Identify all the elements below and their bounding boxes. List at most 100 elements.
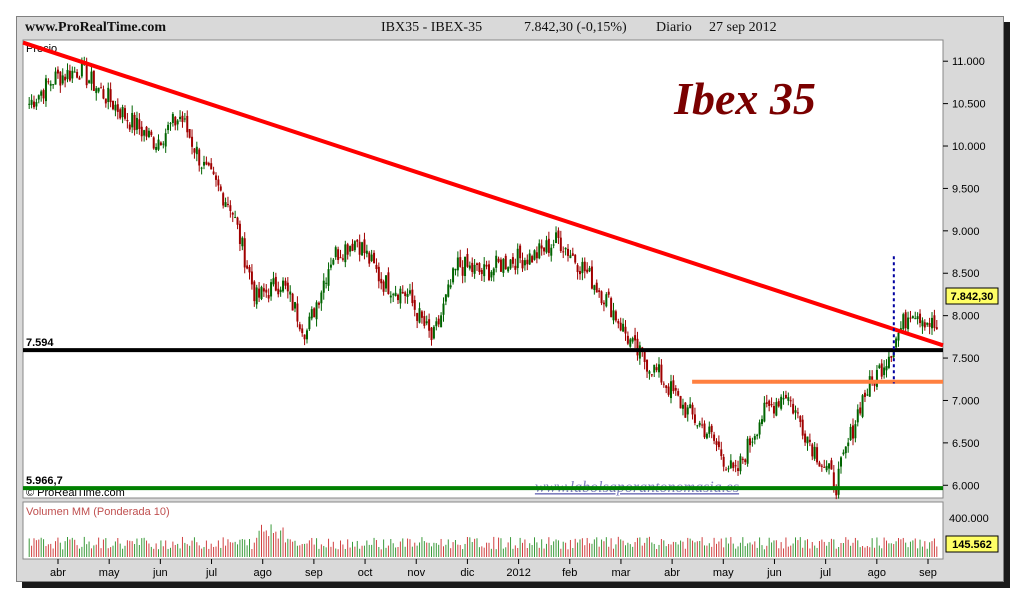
candle-body <box>722 456 725 467</box>
candle-body <box>758 422 761 435</box>
candle-body <box>760 419 763 425</box>
price-tick-label: 6.500 <box>952 438 980 450</box>
candle-body <box>933 315 936 328</box>
candle-body <box>183 118 186 120</box>
candle-body <box>40 91 43 96</box>
candle-body <box>533 250 536 260</box>
candle-body <box>375 264 378 270</box>
candle-body <box>255 287 258 305</box>
candle-body <box>418 308 421 323</box>
last-price-box <box>945 287 999 305</box>
candle-body <box>147 130 150 138</box>
candle-body <box>258 288 261 298</box>
candle-body <box>37 95 40 100</box>
candle-body <box>832 472 835 490</box>
candle-body <box>248 266 251 273</box>
price-tick-label: 10.500 <box>952 99 986 111</box>
candle-body <box>799 416 802 422</box>
candle-body <box>662 383 665 385</box>
candle-body <box>887 356 890 368</box>
candle-body <box>85 62 88 86</box>
candle-body <box>121 107 124 118</box>
candle-body <box>181 115 184 123</box>
candle-body <box>42 90 45 99</box>
candle-body <box>394 292 397 297</box>
time-tick-label: may <box>99 567 120 579</box>
candle-body <box>356 239 359 242</box>
candle-body <box>605 294 608 307</box>
candle-body <box>205 161 208 165</box>
price-tick-label: 7.500 <box>952 353 980 365</box>
candle-body <box>234 217 237 219</box>
candle-body <box>926 322 929 325</box>
candle-body <box>286 282 289 292</box>
candle-body <box>569 255 572 259</box>
candle-body <box>92 70 95 91</box>
candle-body <box>610 298 613 318</box>
chart-title: Ibex 35 <box>673 73 816 124</box>
candle-body <box>413 299 416 310</box>
candle-body <box>428 319 431 331</box>
candle-body <box>423 316 426 326</box>
candle-body <box>643 349 646 362</box>
candle-body <box>737 468 740 472</box>
candle-body <box>840 457 843 467</box>
candle-body <box>538 243 541 259</box>
candle-body <box>588 267 591 272</box>
candle-body <box>188 129 191 138</box>
candle-body <box>296 303 299 322</box>
candle-body <box>294 302 297 309</box>
candle-body <box>56 69 59 74</box>
candle-body <box>523 260 526 266</box>
candle-body <box>200 167 203 169</box>
candle-body <box>782 398 785 400</box>
candle-body <box>466 253 469 267</box>
time-tick-label: jun <box>766 567 782 579</box>
candle-body <box>332 259 335 265</box>
candle-body <box>691 404 694 415</box>
candle-body <box>461 267 464 276</box>
candle-body <box>71 70 74 79</box>
candle-body <box>543 247 546 252</box>
candle-body <box>648 371 651 374</box>
candle-body <box>444 294 447 302</box>
candle-body <box>401 291 404 294</box>
candle-body <box>650 374 653 376</box>
candle-body <box>571 253 574 256</box>
candle-body <box>816 447 819 463</box>
candle-body <box>825 465 828 471</box>
candle-body <box>437 318 440 325</box>
candle-body <box>339 257 342 259</box>
candle-body <box>279 289 282 293</box>
candle-body <box>49 83 52 86</box>
site-link[interactable]: www.ProRealTime.com <box>25 20 167 35</box>
candle-body <box>274 276 277 291</box>
candle-body <box>97 87 100 92</box>
candle-body <box>337 249 340 260</box>
candle-body <box>104 98 107 104</box>
candle-body <box>631 338 634 342</box>
candle-body <box>856 409 859 423</box>
candle-body <box>152 137 155 149</box>
candle-body <box>739 456 742 472</box>
candle-body <box>497 258 500 262</box>
candle-body <box>849 426 852 441</box>
time-tick-label: nov <box>407 567 425 579</box>
candle-body <box>729 460 732 468</box>
candle-body <box>140 126 143 137</box>
candle-body <box>363 239 366 254</box>
candle-body <box>416 313 419 321</box>
volume-panel <box>22 501 944 560</box>
candle-body <box>837 468 840 495</box>
candle-body <box>483 264 486 277</box>
candle-body <box>329 264 332 268</box>
candle-body <box>578 271 581 275</box>
candle-body <box>191 136 194 147</box>
time-tick-label: feb <box>562 567 577 579</box>
candle-body <box>854 424 857 439</box>
candle-body <box>574 254 577 263</box>
candle-body <box>399 288 402 304</box>
candle-body <box>238 223 241 245</box>
candle-body <box>883 367 886 376</box>
candle-body <box>818 462 821 467</box>
